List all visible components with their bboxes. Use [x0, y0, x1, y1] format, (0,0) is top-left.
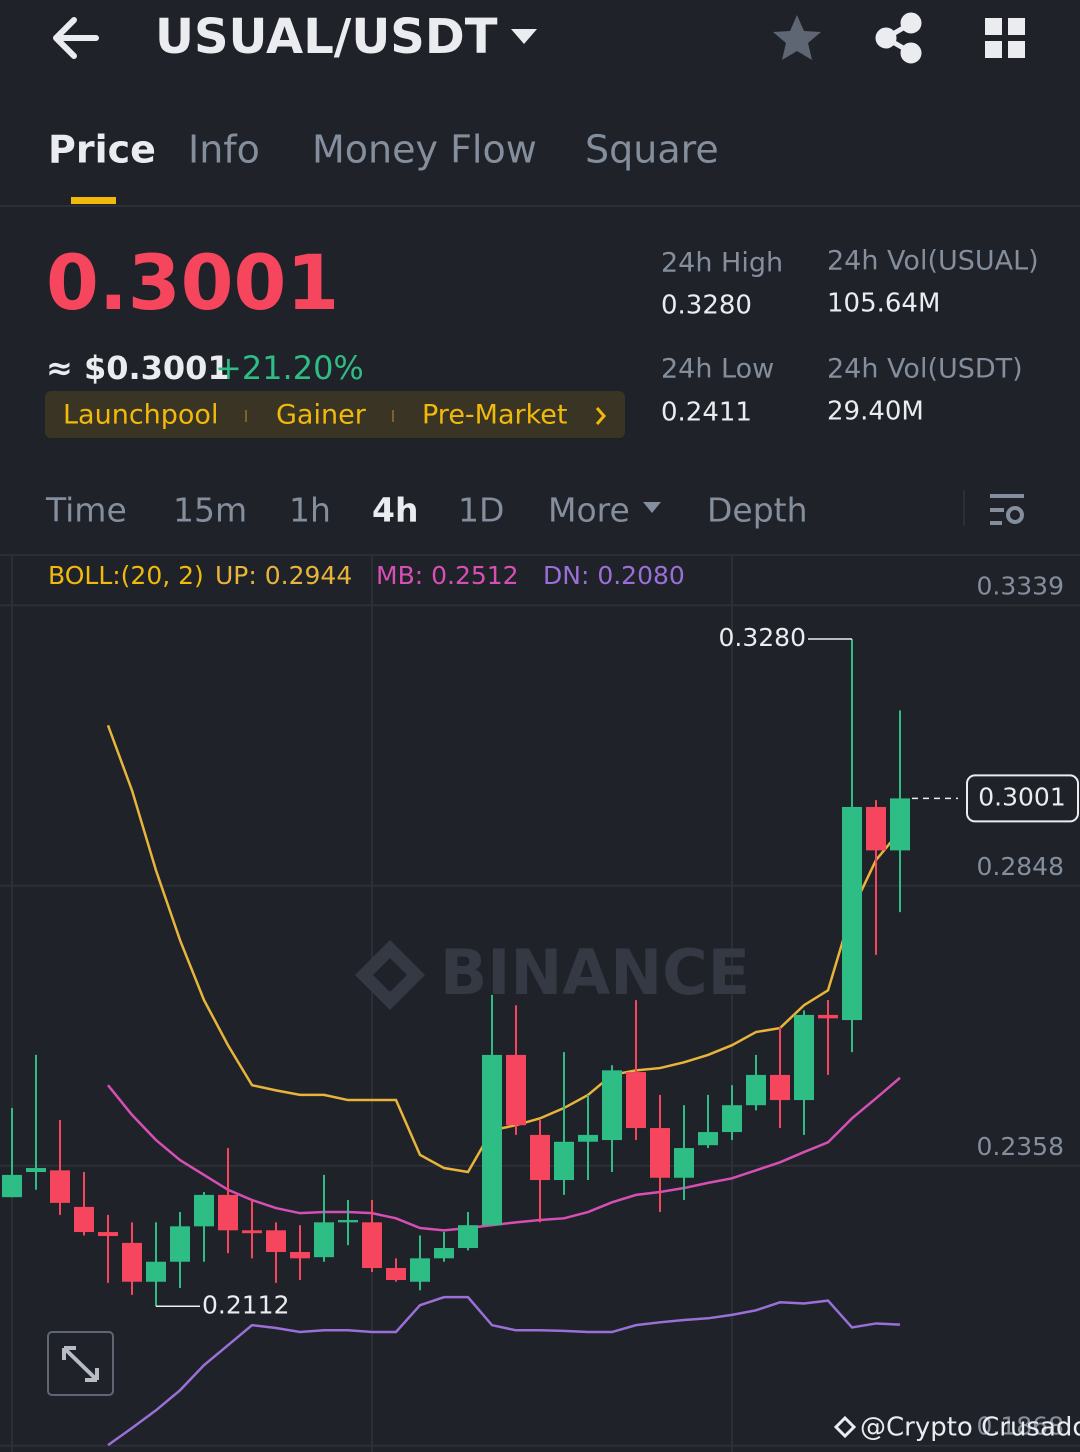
watermark: @Crypto Crusador: [860, 1413, 1080, 1443]
candle-body: [50, 1170, 70, 1203]
legend-entry: MB: 0.2512: [376, 561, 519, 590]
tag-separator: [392, 410, 394, 422]
candle-body: [746, 1074, 766, 1106]
boll-line: [107, 1295, 901, 1447]
tab-indicator: [71, 197, 116, 204]
legend-entry: UP: 0.2944: [215, 561, 352, 590]
candle-body: [194, 1194, 214, 1227]
pair-dropdown[interactable]: [511, 29, 537, 44]
price-usd: ≈ $0.3001: [46, 349, 230, 387]
tag: Launchpool: [63, 400, 218, 431]
boll-line: [107, 1076, 901, 1232]
candle-body: [338, 1220, 358, 1223]
tags-box[interactable]: [45, 391, 625, 438]
fullscreen-icon: [62, 1346, 99, 1382]
interval-tab[interactable]: 15m: [173, 491, 247, 530]
candle-body: [314, 1222, 334, 1258]
candle-body: [122, 1242, 142, 1282]
favorite-icon[interactable]: [773, 15, 821, 60]
y-tick-label: 0.2848: [977, 852, 1064, 881]
candle-body: [818, 1014, 838, 1019]
candle-body: [866, 806, 886, 851]
stat-value: 0.3280: [661, 291, 752, 321]
watermark-icon: [833, 1415, 857, 1439]
stat-label: 24h Low: [661, 354, 774, 385]
candle-body: [530, 1134, 550, 1181]
last-price: 0.3001: [46, 238, 339, 327]
candle-body: [146, 1261, 166, 1282]
tag: Pre-Market: [422, 400, 567, 431]
candle-body: [674, 1148, 694, 1178]
logo-text: BINANCE: [440, 936, 750, 1009]
tag-separator: [245, 410, 247, 422]
candle-body: [482, 1054, 502, 1226]
candle-body: [554, 1141, 574, 1181]
interval-tab[interactable]: Time: [45, 491, 127, 530]
back-button[interactable]: [53, 17, 99, 59]
candle-body: [290, 1252, 310, 1259]
tag: Gainer: [276, 400, 367, 431]
stat-label: 24h Vol(USDT): [827, 354, 1023, 385]
candle-body: [242, 1230, 262, 1234]
candle-body: [794, 1014, 814, 1101]
candle-body: [578, 1134, 598, 1142]
y-tick-label: 0.2358: [977, 1132, 1064, 1161]
stat-label: 24h High: [661, 248, 783, 279]
interval-tab[interactable]: More: [548, 491, 630, 530]
high-marker-label: 0.3280: [719, 623, 806, 652]
candle-body: [266, 1230, 286, 1253]
candle-body: [770, 1074, 790, 1101]
low-marker-label: 0.2112: [202, 1290, 289, 1319]
tags-chevron: [595, 407, 606, 425]
stat-value: 105.64M: [827, 289, 940, 319]
y-tick-label: 0.3339: [977, 571, 1064, 600]
last-price-box: [966, 774, 1079, 823]
candle-body: [650, 1128, 670, 1178]
candle-body: [434, 1248, 454, 1259]
grid-icon[interactable]: [985, 18, 1025, 58]
candle-body: [2, 1174, 22, 1198]
chart-settings-icon[interactable]: [990, 494, 1024, 525]
legend-entry: DN: 0.2080: [543, 561, 685, 590]
interval-tab[interactable]: 1h: [289, 491, 331, 530]
more-dropdown[interactable]: [643, 502, 661, 513]
candle-body: [842, 806, 862, 1021]
candle-body: [26, 1168, 46, 1173]
share-icon[interactable]: [875, 12, 922, 64]
candle-body: [602, 1070, 622, 1141]
interval-tab[interactable]: Depth: [707, 491, 808, 530]
candle-body: [890, 798, 910, 851]
candle-body: [410, 1258, 430, 1282]
pair-title[interactable]: USUAL/USDT: [155, 9, 498, 65]
price-change: +21.20%: [215, 349, 364, 387]
interval-tab[interactable]: 1D: [458, 491, 504, 530]
candle-body: [722, 1105, 742, 1133]
tab[interactable]: Money Flow: [312, 128, 537, 172]
candle-body: [218, 1194, 238, 1231]
candle-body: [170, 1226, 190, 1262]
stat-value: 0.2411: [661, 398, 752, 428]
tab[interactable]: Square: [585, 128, 719, 172]
candle-body: [74, 1206, 94, 1233]
candle-body: [458, 1225, 478, 1249]
candle-body: [698, 1132, 718, 1146]
tab[interactable]: Price: [48, 128, 156, 172]
candle-body: [506, 1054, 526, 1126]
stat-label: 24h Vol(USUAL): [827, 246, 1039, 277]
last-price-label: 0.3001: [978, 782, 1065, 811]
interval-tab[interactable]: 4h: [372, 491, 418, 530]
candle-body: [386, 1268, 406, 1281]
tab[interactable]: Info: [188, 128, 260, 172]
y-tick-label: 0.1868: [977, 1412, 1064, 1441]
candle-body: [98, 1232, 118, 1237]
candle-body: [626, 1072, 646, 1129]
boll-line: [106, 724, 901, 1174]
candle-body: [362, 1222, 382, 1269]
fullscreen-button[interactable]: [47, 1331, 114, 1396]
indicator-label: BOLL:(20, 2): [48, 561, 204, 590]
stat-value: 29.40M: [827, 397, 924, 427]
